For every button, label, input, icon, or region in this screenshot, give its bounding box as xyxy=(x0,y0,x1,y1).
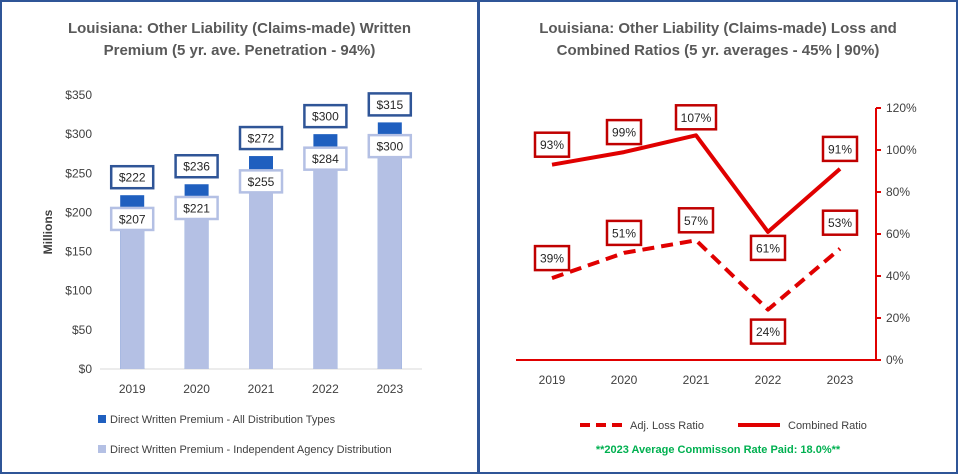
commission-footnote: **2023 Average Commisson Rate Paid: 18.0… xyxy=(595,444,841,456)
data-label-loss: 57% xyxy=(684,214,708,228)
data-label-box-combined xyxy=(749,234,787,262)
premium-chart-title-line-1: Louisiana: Other Liability (Claims-made)… xyxy=(67,20,412,37)
premium-chart-title: Louisiana: Other Liability (Claims-made)… xyxy=(2,18,477,62)
data-label-agency: $300 xyxy=(376,140,403,154)
data-label-box-agency xyxy=(367,133,413,159)
data-label-box-all xyxy=(367,92,413,117)
data-label-box-agency xyxy=(303,146,348,171)
loss-ratio-line xyxy=(551,238,842,312)
data-label-combined: 91% xyxy=(828,142,852,156)
legend-label-all: Direct Written Premium - All Distributio… xyxy=(110,414,336,426)
data-label-box-combined xyxy=(533,131,571,158)
data-label-box-loss xyxy=(749,318,787,345)
bar-independent-agency xyxy=(184,195,209,369)
y-tick-label: 80% xyxy=(886,185,910,199)
data-label-box-all xyxy=(174,153,219,179)
premium-bar-chart: $0 $50 $100 $150 $200 $250 $300 $350 Millions 201… xyxy=(41,88,422,456)
x-tick-label: 2022 xyxy=(312,382,339,396)
data-label-all: $300 xyxy=(312,110,339,124)
ratio-line-chart: 0% 20% 40% 60% 80% 100% 120% 2019 2020 2021 2022 20… xyxy=(516,101,917,432)
data-label-box-all xyxy=(238,125,284,151)
data-label-combined: 93% xyxy=(540,138,564,152)
x-tick-label: 2020 xyxy=(611,373,638,387)
y-tick-label: $0 xyxy=(79,362,93,376)
data-label-box-agency xyxy=(109,206,155,232)
y-axis-label: Millions xyxy=(41,209,55,254)
ratio-chart-title: Louisiana: Other Liability (Claims-made)… xyxy=(480,18,956,62)
data-label-loss: 24% xyxy=(756,325,780,339)
x-tick-label: 2023 xyxy=(827,373,854,387)
y-tick-label: 40% xyxy=(886,269,910,283)
y-tick-label: $300 xyxy=(65,127,92,141)
data-label-loss: 39% xyxy=(540,252,564,266)
y-tick-label: 0% xyxy=(886,353,904,367)
y-tick-label: $150 xyxy=(65,245,92,259)
premium-chart-panel: Louisiana: Other Liability (Claims-made)… xyxy=(0,0,479,474)
data-label-combined: 99% xyxy=(612,126,636,140)
data-label-box-all xyxy=(109,164,155,190)
ratio-chart-title-line-1: Louisiana: Other Liability (Claims-made)… xyxy=(539,20,897,37)
bar-independent-agency xyxy=(377,134,402,369)
legend-swatch-all xyxy=(98,415,106,423)
legend-label-loss: Adj. Loss Ratio xyxy=(630,420,704,432)
x-tick-label: 2019 xyxy=(539,373,566,387)
data-label-box-combined xyxy=(674,104,718,131)
data-label-agency: $221 xyxy=(183,201,210,215)
x-tick-label: 2020 xyxy=(183,382,210,396)
data-label-all: $272 xyxy=(248,132,275,146)
data-label-agency: $284 xyxy=(312,152,339,166)
data-label-box-agency xyxy=(174,195,219,221)
y-tick-label: $350 xyxy=(65,88,92,102)
x-tick-label: 2019 xyxy=(119,382,146,396)
data-label-agency: $207 xyxy=(119,212,146,226)
data-label-combined: 61% xyxy=(756,241,780,255)
y-tick-label: 20% xyxy=(886,311,910,325)
ratio-chart-panel: Louisiana: Other Liability (Claims-made)… xyxy=(478,0,958,474)
data-label-loss: 51% xyxy=(612,226,636,240)
premium-chart-title-line-2: Premium (5 yr. ave. Penetration - 94%) xyxy=(103,42,376,59)
x-tick-label: 2021 xyxy=(683,373,710,387)
data-label-all: $222 xyxy=(119,171,146,185)
data-label-box-all xyxy=(303,103,348,129)
ratio-chart-title-line-2: Combined Ratios (5 yr. averages - 45% | … xyxy=(556,42,880,59)
data-label-box-agency xyxy=(238,169,284,194)
data-label-box-loss xyxy=(533,244,571,272)
y-tick-label: 60% xyxy=(886,227,910,241)
bar-independent-agency xyxy=(120,206,145,369)
data-label-box-loss xyxy=(677,207,715,234)
bar-independent-agency xyxy=(249,169,273,369)
data-label-box-loss xyxy=(821,209,859,236)
combined-ratio-line xyxy=(551,133,842,234)
x-tick-label: 2022 xyxy=(755,373,782,387)
data-label-box-loss xyxy=(605,219,643,247)
data-label-combined: 107% xyxy=(681,111,712,125)
data-label-box-combined xyxy=(821,135,859,163)
y-tick-label: $200 xyxy=(65,205,92,219)
data-label-all: $236 xyxy=(183,160,210,174)
y-tick-label: 120% xyxy=(886,101,917,115)
bar-independent-agency xyxy=(313,146,338,369)
legend-label-combined: Combined Ratio xyxy=(788,420,867,432)
legend-label-agency: Direct Written Premium - Independent Age… xyxy=(110,444,392,456)
data-label-agency: $255 xyxy=(248,175,275,189)
data-label-loss: 53% xyxy=(828,216,852,230)
data-label-box-combined xyxy=(605,118,643,146)
x-tick-label: 2021 xyxy=(248,382,275,396)
legend-swatch-agency xyxy=(98,445,106,453)
x-tick-label: 2023 xyxy=(376,382,403,396)
y-tick-label: $100 xyxy=(65,284,92,298)
y-tick-label: 100% xyxy=(886,143,917,157)
y-tick-label: $50 xyxy=(72,323,92,337)
data-label-all: $315 xyxy=(376,98,403,112)
y-tick-label: $250 xyxy=(65,166,92,180)
